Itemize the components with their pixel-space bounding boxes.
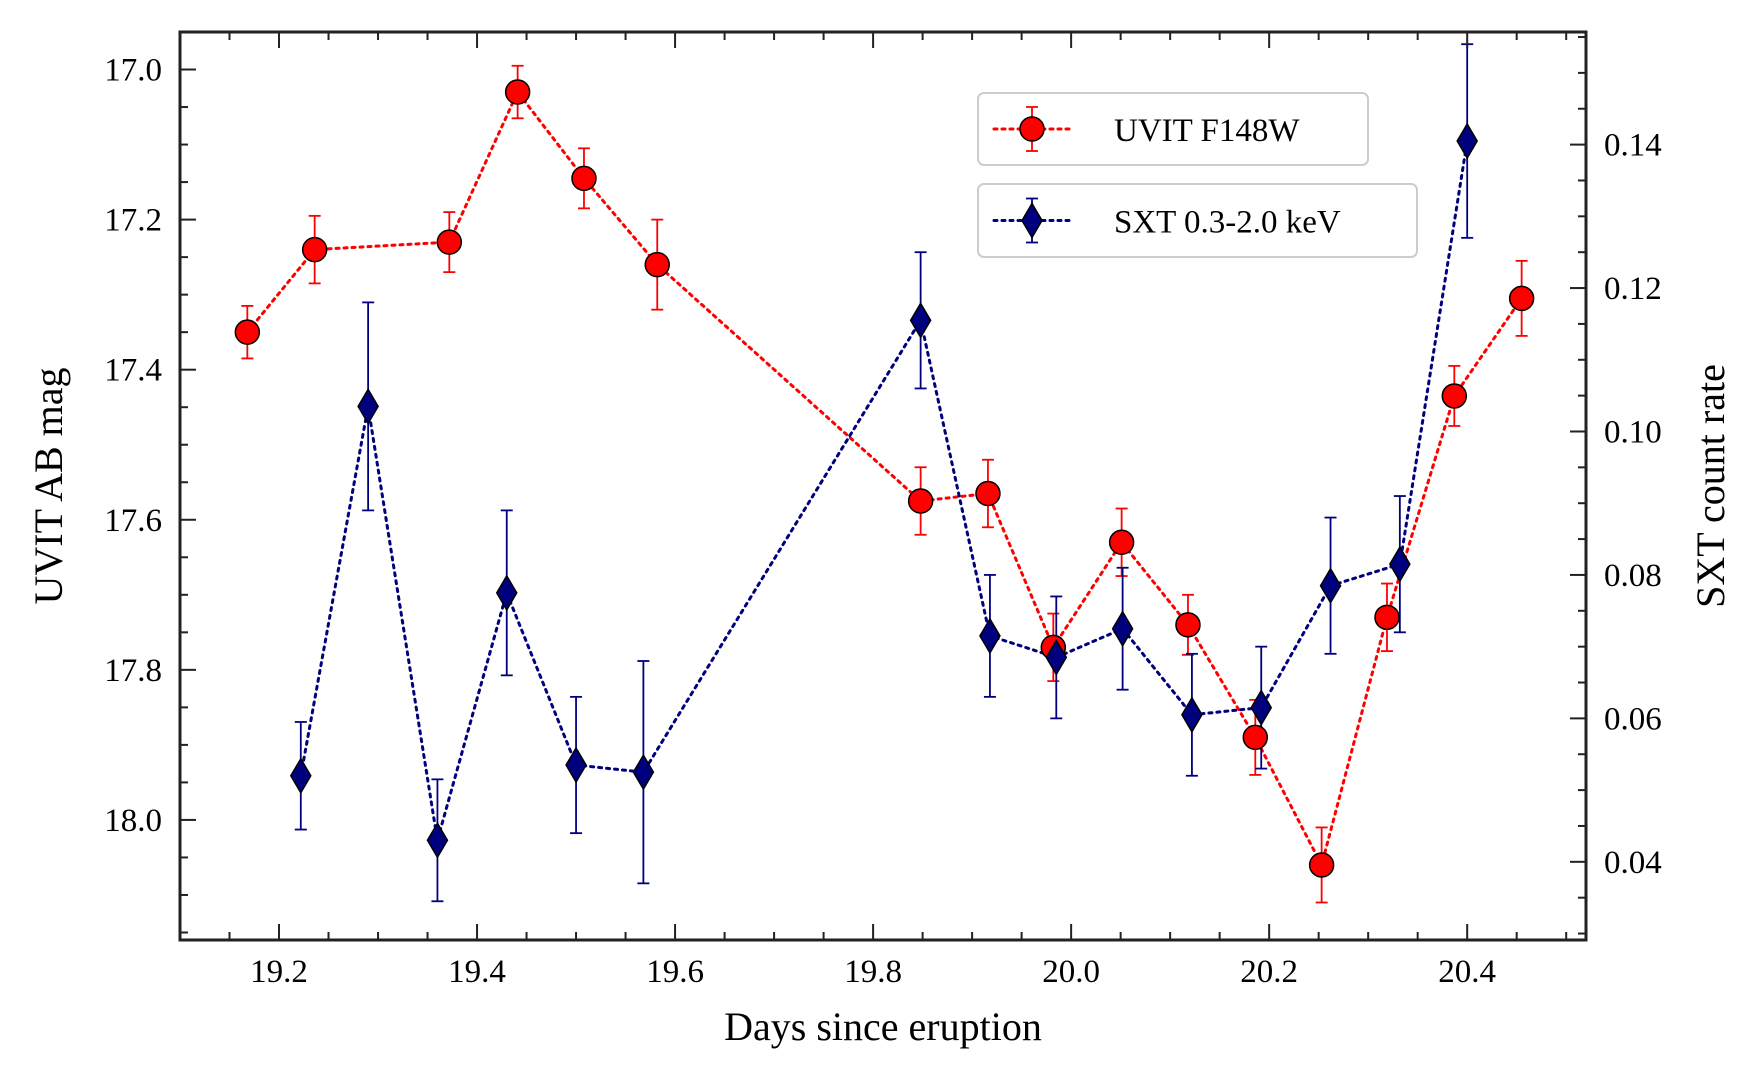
sxt-point xyxy=(1045,638,1068,676)
x-tick-label: 20.2 xyxy=(1240,954,1298,990)
sxt-point xyxy=(1456,122,1479,160)
uvit-point xyxy=(504,79,531,105)
x-tick-label: 19.8 xyxy=(844,954,902,990)
x-tick-label: 19.6 xyxy=(646,954,704,990)
uvit-point xyxy=(975,480,1001,507)
sxt-point xyxy=(632,753,655,791)
sxt-point xyxy=(565,746,587,784)
x-tick-label: 19.4 xyxy=(448,954,506,990)
y-left-tick-label: 17.0 xyxy=(104,53,162,89)
axis-ticks xyxy=(179,31,1586,940)
sxt-point xyxy=(289,757,312,795)
sxt-point xyxy=(426,821,449,859)
sxt-point xyxy=(357,387,379,425)
y-right-tick-label: 0.14 xyxy=(1604,128,1662,164)
sxt-point xyxy=(979,617,1001,655)
legend-box xyxy=(977,183,1418,258)
legend-box xyxy=(977,92,1369,166)
uvit-point xyxy=(907,488,934,514)
x-tick-label: 19.2 xyxy=(250,954,308,990)
uvit-point xyxy=(301,236,328,263)
x-axis-label: Days since eruption xyxy=(724,1004,1042,1049)
series-line-uvit xyxy=(245,89,1524,870)
uvit-point xyxy=(1242,724,1269,751)
uvit-point xyxy=(436,229,463,255)
y-left-tick-label: 17.4 xyxy=(104,353,162,389)
sxt-point xyxy=(495,574,518,612)
uvit-point xyxy=(1374,604,1400,631)
y-right-tick-label: 0.10 xyxy=(1604,414,1662,450)
uvit-point xyxy=(1108,529,1135,556)
sxt-point xyxy=(1388,545,1411,583)
y-right-tick-label: 0.08 xyxy=(1604,558,1662,594)
data-markers xyxy=(234,79,1535,878)
sxt-point xyxy=(1181,696,1203,734)
legend-marker-circle xyxy=(1019,116,1045,142)
plot-frame xyxy=(178,30,1588,942)
uvit-point xyxy=(1508,285,1535,312)
uvit-point xyxy=(1441,383,1468,409)
uvit-point xyxy=(1308,852,1335,878)
y-left-tick-label: 18.0 xyxy=(104,803,162,839)
y-left-tick-label: 17.6 xyxy=(104,503,162,539)
tick-labels: 19.2 19.4 19.6 19.8 20.0 20.2 20.4 17.0 17.2 17.4… xyxy=(104,53,1662,990)
y-left-tick-label: 17.2 xyxy=(104,203,162,239)
legend-label: UVIT F148W xyxy=(1114,113,1300,149)
uvit-point xyxy=(571,165,597,192)
y-left-tick-label: 17.8 xyxy=(104,653,162,689)
y-axis-label-left: UVIT AB mag xyxy=(26,367,71,604)
sxt-point xyxy=(909,301,932,339)
y-right-tick-label: 0.06 xyxy=(1604,701,1662,737)
legend-label: SXT 0.3-2.0 keV xyxy=(1114,205,1341,241)
y-right-tick-label: 0.12 xyxy=(1604,271,1662,307)
sxt-point xyxy=(1250,689,1273,727)
legend-marker-diamond xyxy=(1021,202,1043,239)
y-right-tick-label: 0.04 xyxy=(1604,845,1662,881)
uvit-point xyxy=(644,251,670,278)
y-axis-label-right: SXT count rate xyxy=(1688,364,1733,608)
x-tick-label: 20.0 xyxy=(1042,954,1100,990)
legend: UVIT F148W SXT 0.3-2.0 keV xyxy=(977,92,1418,258)
uvit-point xyxy=(1175,612,1201,638)
sxt-point xyxy=(1319,567,1342,605)
sxt-point xyxy=(1111,610,1134,648)
uvit-point xyxy=(234,319,261,345)
x-tick-label: 20.4 xyxy=(1438,954,1496,990)
error-bars xyxy=(241,43,1528,904)
